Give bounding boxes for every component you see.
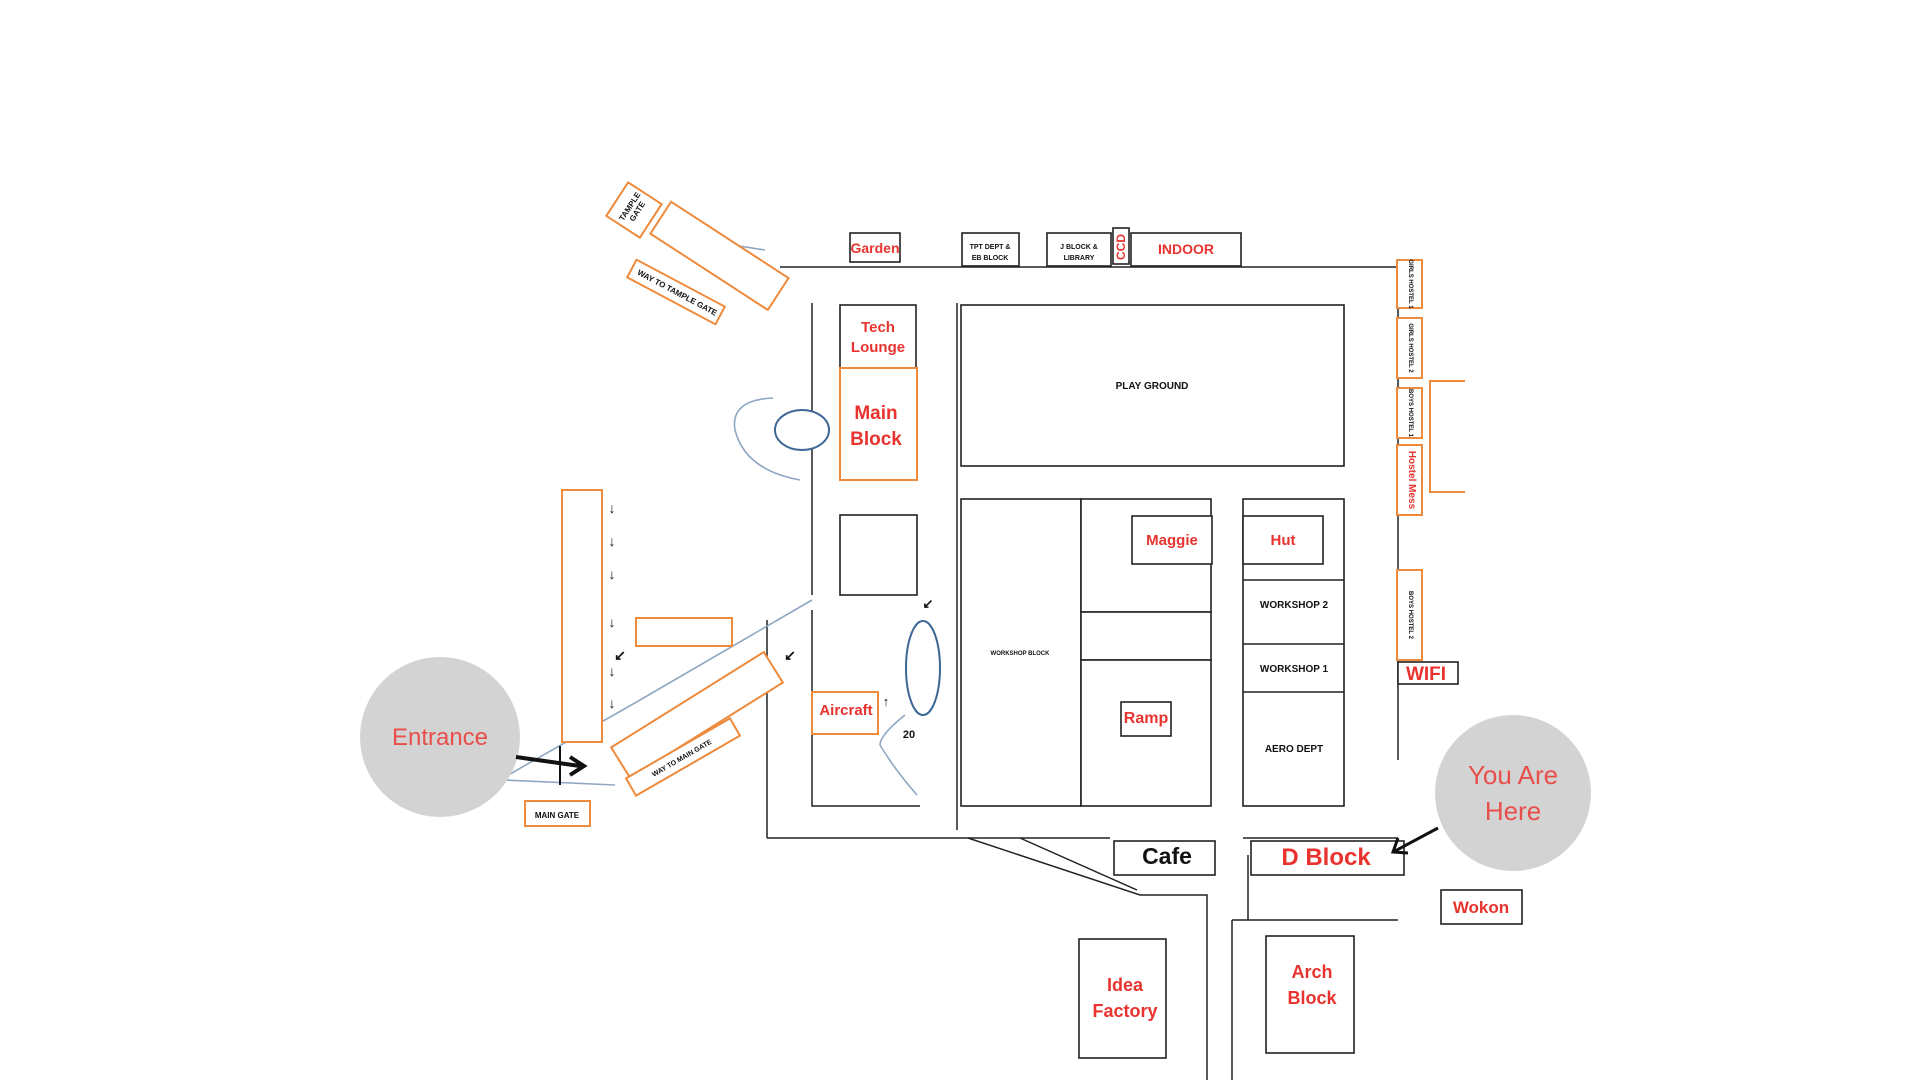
j-block-building[interactable] xyxy=(1046,232,1112,267)
workshop-1-label: WORKSHOP 1 xyxy=(1260,664,1329,675)
main-gate[interactable] xyxy=(524,800,591,827)
workshop-2-label: WORKSHOP 2 xyxy=(1260,600,1329,611)
hut-label: Hut xyxy=(1271,532,1296,549)
twenty-label: 20 xyxy=(903,729,915,741)
idea-factory-label: Idea Factory xyxy=(1092,975,1157,1021)
small-block[interactable] xyxy=(839,514,918,596)
hostel-annex xyxy=(1429,380,1465,493)
workshop-middle xyxy=(1080,611,1212,661)
svg-text:↓: ↓ xyxy=(609,614,616,630)
way-to-temple-gate xyxy=(625,258,727,326)
indoor-building[interactable] xyxy=(1130,232,1242,267)
d-block-label: D Block xyxy=(1281,844,1371,871)
way-to-main-gate xyxy=(624,716,742,798)
play-ground[interactable] xyxy=(960,304,1345,467)
wifi-label: WIFI xyxy=(1406,664,1446,685)
main-gate-label: MAIN GATE xyxy=(535,811,580,820)
entrance-arrow-icon xyxy=(515,755,581,768)
play-ground-label: PLAY GROUND xyxy=(1116,381,1189,392)
boys-hostel-1-label: BOYS HOSTEL 1 xyxy=(1407,389,1413,438)
main-gate-road xyxy=(609,650,785,780)
svg-text:↓: ↓ xyxy=(609,566,616,582)
j-block-label: J BLOCK & LIBRARY xyxy=(1060,244,1098,262)
hostel-mess[interactable] xyxy=(1396,444,1423,516)
up-arrow-icon: ↑ xyxy=(883,694,890,709)
svg-text:↙: ↙ xyxy=(784,647,796,663)
tech-lounge-building[interactable] xyxy=(839,304,917,371)
small-orange-block xyxy=(635,617,733,647)
boys-hostel-2-label: BOYS HOSTEL 2 xyxy=(1407,591,1413,640)
ramp-label: Ramp xyxy=(1124,710,1169,727)
workshop-block-label: WORKSHOP BLOCK xyxy=(991,651,1051,657)
girls-hostel-2[interactable] xyxy=(1396,317,1423,379)
svg-text:↓: ↓ xyxy=(609,533,616,549)
tech-lounge-label: Tech Lounge xyxy=(851,319,905,356)
wokon-label: Wokon xyxy=(1453,898,1509,917)
wifi-spot[interactable] xyxy=(1397,661,1459,685)
hostel-mess-label: Hostel Mess xyxy=(1406,451,1417,510)
indoor-label: INDOOR xyxy=(1158,241,1214,257)
temple-gate xyxy=(604,180,664,240)
aero-dept-label: AERO DEPT xyxy=(1265,744,1323,755)
hut-building[interactable] xyxy=(1242,515,1324,565)
girls-hostel-1[interactable] xyxy=(1396,259,1423,309)
you-are-here-arrow-icon xyxy=(1394,826,1439,853)
ramp-building[interactable] xyxy=(1120,701,1172,737)
left-column xyxy=(561,489,603,743)
aircraft-oval xyxy=(905,620,941,716)
cafe-label: Cafe xyxy=(1142,843,1192,869)
wokon-building[interactable] xyxy=(1440,889,1523,925)
down-arrow-icons: ↓ ↓ ↓ ↓ ↙ ↓ ↓ ↙ xyxy=(609,500,796,711)
girls-hostel-1-label: GIRLS HOSTEL 1 xyxy=(1407,259,1413,309)
tpt-dept-label: TPT DEPT & EB BLOCK xyxy=(970,244,1011,262)
main-block-label: Main Block xyxy=(850,403,902,450)
boys-hostel-2[interactable] xyxy=(1396,569,1423,661)
ccd-building[interactable] xyxy=(1112,227,1130,265)
svg-text:↙: ↙ xyxy=(614,647,626,663)
you-are-here-label: You Are Here xyxy=(1468,760,1558,826)
temple-gate-road xyxy=(649,200,790,312)
idea-factory-building[interactable] xyxy=(1078,938,1167,1059)
garden-building[interactable] xyxy=(849,232,901,263)
entrance-label: Entrance xyxy=(392,724,488,751)
you-are-here-marker[interactable] xyxy=(1435,715,1591,871)
tpt-dept-building[interactable] xyxy=(961,232,1020,267)
maggie-building[interactable] xyxy=(1131,515,1213,565)
entrance-marker[interactable] xyxy=(360,657,520,817)
ccd-label: CCD xyxy=(1114,234,1128,260)
maggie-label: Maggie xyxy=(1146,532,1198,549)
way-to-temple-gate-label: WAY TO TAMPLE GATE xyxy=(636,268,719,318)
main-block-building[interactable] xyxy=(839,367,918,481)
svg-text:↓: ↓ xyxy=(609,500,616,516)
workshop-block[interactable] xyxy=(960,498,1082,807)
cafe-building[interactable] xyxy=(1113,840,1216,876)
aircraft-label: Aircraft xyxy=(819,702,872,719)
aircraft-building[interactable] xyxy=(811,691,879,735)
girls-hostel-2-label: GIRLS HOSTEL 2 xyxy=(1407,323,1413,373)
boys-hostel-1[interactable] xyxy=(1396,387,1423,439)
arch-block-building[interactable] xyxy=(1265,935,1355,1054)
garden-label: Garden xyxy=(850,240,899,256)
arrow-icon: ↙ xyxy=(923,596,934,611)
arch-block-label: Arch Block xyxy=(1287,962,1337,1008)
d-block-building[interactable] xyxy=(1250,840,1405,876)
svg-text:↓: ↓ xyxy=(609,663,616,679)
svg-text:↓: ↓ xyxy=(609,695,616,711)
main-block-oval xyxy=(774,409,830,451)
